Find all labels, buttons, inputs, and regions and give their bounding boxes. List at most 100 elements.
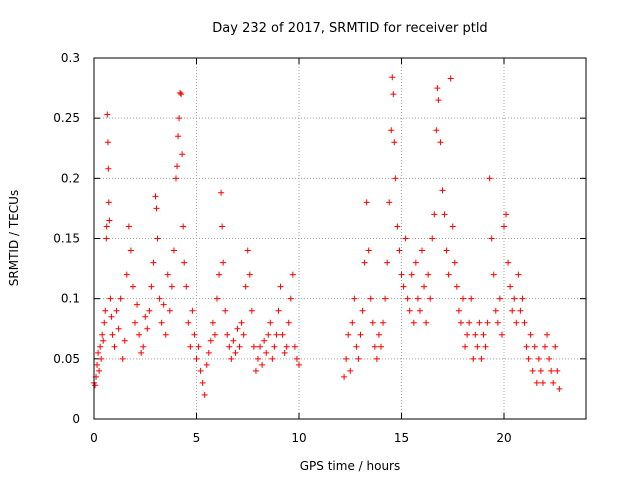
data-point xyxy=(519,295,526,302)
data-point xyxy=(232,349,239,356)
data-point xyxy=(263,349,270,356)
data-point xyxy=(236,343,243,350)
data-point xyxy=(209,319,216,326)
data-point xyxy=(498,331,505,338)
data-point xyxy=(391,139,398,146)
y-tick-label: 0 xyxy=(72,412,80,426)
data-point xyxy=(134,301,141,308)
data-point xyxy=(176,115,183,122)
data-point xyxy=(431,211,438,218)
data-point xyxy=(220,259,227,266)
data-point xyxy=(434,85,441,92)
data-point xyxy=(191,331,198,338)
chart-title: Day 232 of 2017, SRMTID for receiver ptl… xyxy=(212,21,487,36)
data-point xyxy=(296,361,302,368)
data-point xyxy=(154,235,161,242)
data-point xyxy=(108,313,115,320)
data-point xyxy=(419,247,425,254)
data-point xyxy=(103,235,110,242)
data-point xyxy=(400,283,407,290)
data-point xyxy=(466,319,473,326)
data-point xyxy=(355,355,362,362)
data-point xyxy=(439,187,446,194)
data-point xyxy=(367,295,374,302)
data-point xyxy=(113,307,120,314)
data-point xyxy=(199,379,206,386)
data-point xyxy=(525,355,532,362)
data-point xyxy=(121,337,128,344)
data-point xyxy=(99,331,106,338)
data-point xyxy=(503,211,510,218)
data-point xyxy=(106,217,113,224)
data-point xyxy=(531,343,538,350)
data-point xyxy=(214,295,220,302)
data-point xyxy=(389,74,396,81)
data-point xyxy=(216,271,223,278)
data-point xyxy=(441,211,448,218)
data-point xyxy=(205,349,212,356)
data-point xyxy=(410,319,417,326)
data-point xyxy=(451,259,458,266)
data-point xyxy=(408,271,415,278)
data-point xyxy=(105,165,112,172)
data-point xyxy=(343,355,350,362)
data-point xyxy=(224,331,231,338)
data-point xyxy=(523,343,530,350)
data-point xyxy=(271,343,278,350)
data-point xyxy=(402,235,409,242)
data-point xyxy=(100,337,107,344)
data-point xyxy=(478,355,485,362)
data-point xyxy=(187,343,194,350)
data-point xyxy=(476,319,483,326)
data-point xyxy=(150,259,157,266)
data-point xyxy=(398,271,405,278)
data-point xyxy=(111,343,118,350)
data-point xyxy=(261,337,268,344)
data-point xyxy=(287,295,294,302)
x-tick-label: 10 xyxy=(291,431,306,445)
data-point xyxy=(98,355,105,362)
data-point xyxy=(490,271,497,278)
y-tick-label: 0.3 xyxy=(61,51,80,65)
data-point xyxy=(238,319,245,326)
y-tick-label: 0.2 xyxy=(61,171,80,185)
data-point xyxy=(226,343,233,350)
data-point xyxy=(361,259,368,266)
data-point xyxy=(392,175,399,182)
data-point xyxy=(230,337,237,344)
axis-ticks: 0 5 10 15 20 0 0.05 0.1 0.15 0.2 0.25 0.3 xyxy=(53,51,586,445)
data-point xyxy=(521,319,528,326)
data-point xyxy=(449,223,456,230)
data-point xyxy=(291,343,298,350)
data-point xyxy=(363,199,370,206)
data-point xyxy=(460,295,466,302)
data-point xyxy=(219,223,226,230)
data-point xyxy=(259,361,266,368)
data-point xyxy=(96,367,103,374)
data-point xyxy=(546,355,553,362)
data-point xyxy=(181,259,188,266)
data-point xyxy=(94,361,101,368)
data-point xyxy=(474,343,481,350)
data-point xyxy=(414,295,421,302)
data-point xyxy=(109,331,116,338)
data-point xyxy=(509,307,516,314)
data-point xyxy=(177,89,184,96)
data-point xyxy=(275,307,282,314)
data-point xyxy=(382,295,389,302)
data-point xyxy=(412,259,419,266)
data-point xyxy=(480,331,487,338)
data-point xyxy=(373,355,380,362)
data-point xyxy=(445,271,452,278)
data-point xyxy=(170,247,177,254)
data-point xyxy=(119,355,126,362)
data-point xyxy=(455,307,462,314)
data-point xyxy=(195,343,202,350)
data-point xyxy=(345,331,352,338)
data-point xyxy=(164,271,171,278)
data-point xyxy=(554,367,561,374)
data-point xyxy=(390,91,397,98)
data-point xyxy=(552,343,559,350)
data-point xyxy=(211,331,218,338)
